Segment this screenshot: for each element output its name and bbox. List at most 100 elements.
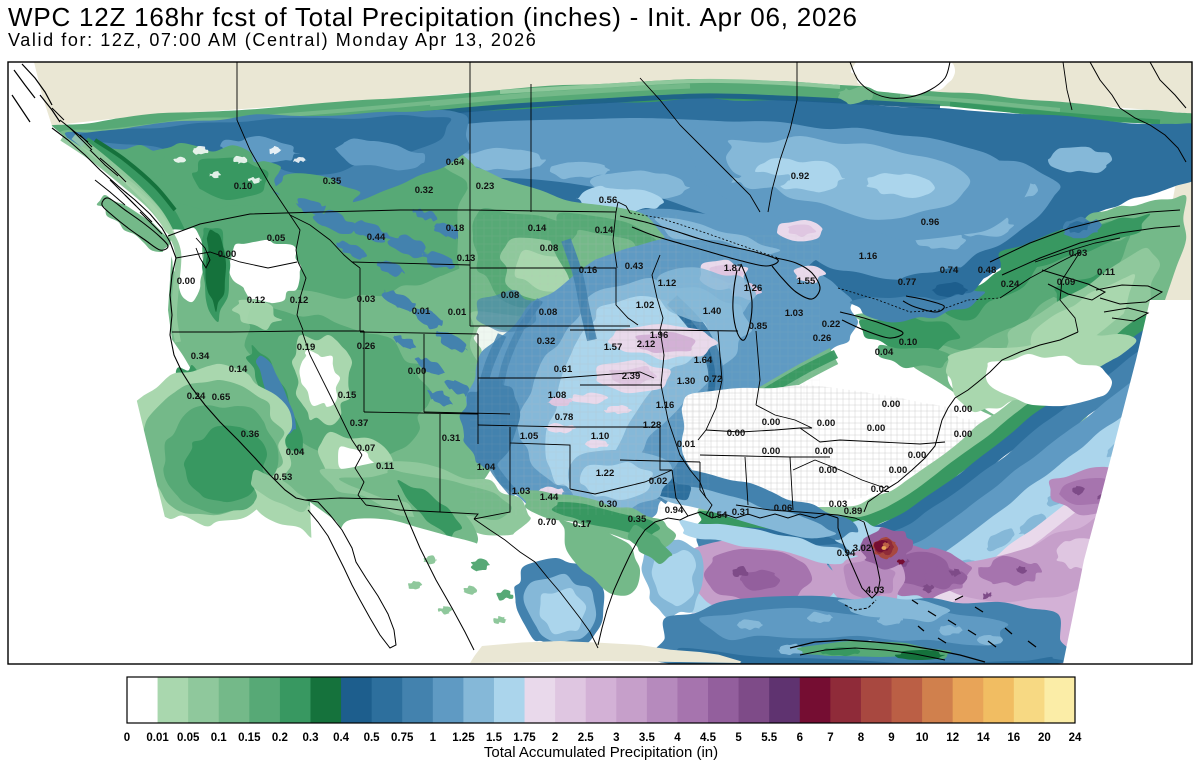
svg-text:0.02: 0.02 <box>649 476 668 487</box>
svg-text:0.11: 0.11 <box>1097 267 1116 278</box>
svg-text:3.5: 3.5 <box>639 732 656 744</box>
svg-text:0.4: 0.4 <box>333 732 350 744</box>
svg-text:0.23: 0.23 <box>476 181 495 192</box>
svg-text:0: 0 <box>124 732 130 744</box>
svg-text:0.43: 0.43 <box>625 261 644 272</box>
svg-text:1.55: 1.55 <box>797 276 816 287</box>
svg-text:0.00: 0.00 <box>727 428 746 439</box>
svg-text:0.00: 0.00 <box>815 446 834 457</box>
svg-text:0.5: 0.5 <box>364 732 381 744</box>
svg-text:2.12: 2.12 <box>637 339 656 350</box>
svg-text:2.5: 2.5 <box>578 732 595 744</box>
svg-text:0.96: 0.96 <box>921 217 940 228</box>
svg-text:0.14: 0.14 <box>595 225 614 236</box>
svg-text:4.03: 4.03 <box>866 585 885 596</box>
svg-text:0.12: 0.12 <box>290 295 309 306</box>
svg-text:1.02: 1.02 <box>636 300 655 311</box>
svg-text:0.35: 0.35 <box>323 176 342 187</box>
svg-text:0.56: 0.56 <box>599 195 618 206</box>
svg-text:0.00: 0.00 <box>954 404 973 415</box>
svg-text:16: 16 <box>1007 732 1020 744</box>
svg-text:12: 12 <box>946 732 959 744</box>
svg-text:0.01: 0.01 <box>146 732 169 744</box>
svg-text:0.3: 0.3 <box>303 732 319 744</box>
svg-text:0.35: 0.35 <box>628 514 647 525</box>
svg-text:0.08: 0.08 <box>540 243 559 254</box>
svg-text:14: 14 <box>977 732 990 744</box>
svg-text:0.48: 0.48 <box>978 265 997 276</box>
svg-text:0.00: 0.00 <box>177 276 196 287</box>
svg-text:0.01: 0.01 <box>448 307 467 318</box>
svg-text:0.19: 0.19 <box>297 342 316 353</box>
svg-text:0.09: 0.09 <box>1057 277 1076 288</box>
svg-text:0.14: 0.14 <box>229 364 248 375</box>
svg-text:1.03: 1.03 <box>785 308 804 319</box>
svg-text:0.92: 0.92 <box>791 171 810 182</box>
svg-text:1.75: 1.75 <box>513 732 536 744</box>
svg-text:0.00: 0.00 <box>889 465 908 476</box>
svg-text:0.31: 0.31 <box>732 507 751 518</box>
svg-text:0.64: 0.64 <box>446 157 465 168</box>
svg-text:0.53: 0.53 <box>274 472 293 483</box>
svg-text:0.00: 0.00 <box>908 450 927 461</box>
svg-text:0.08: 0.08 <box>501 290 520 301</box>
svg-text:0.10: 0.10 <box>234 181 253 192</box>
svg-text:0.37: 0.37 <box>350 418 369 429</box>
svg-text:0.2: 0.2 <box>272 732 288 744</box>
svg-text:0.85: 0.85 <box>749 321 768 332</box>
svg-text:0.34: 0.34 <box>191 351 210 362</box>
svg-text:0.22: 0.22 <box>822 319 841 330</box>
svg-text:1.16: 1.16 <box>859 251 878 262</box>
svg-text:1.30: 1.30 <box>677 376 696 387</box>
svg-text:0.05: 0.05 <box>177 732 200 744</box>
svg-text:0.01: 0.01 <box>677 439 696 450</box>
svg-text:1.25: 1.25 <box>452 732 475 744</box>
svg-text:3: 3 <box>613 732 619 744</box>
svg-text:1.05: 1.05 <box>520 431 539 442</box>
svg-text:1.16: 1.16 <box>656 400 675 411</box>
svg-text:0.75: 0.75 <box>391 732 414 744</box>
svg-text:0.11: 0.11 <box>376 461 395 472</box>
svg-text:0.94: 0.94 <box>837 548 856 559</box>
svg-text:1.10: 1.10 <box>591 431 610 442</box>
svg-text:0.31: 0.31 <box>442 433 461 444</box>
svg-text:1.12: 1.12 <box>658 278 677 289</box>
svg-text:0.00: 0.00 <box>408 366 427 377</box>
svg-text:0.32: 0.32 <box>537 336 556 347</box>
svg-text:0.00: 0.00 <box>882 399 901 410</box>
svg-text:0.30: 0.30 <box>599 499 618 510</box>
svg-text:6: 6 <box>797 732 803 744</box>
svg-text:20: 20 <box>1038 732 1051 744</box>
svg-text:8: 8 <box>858 732 865 744</box>
svg-text:0.03: 0.03 <box>357 294 376 305</box>
svg-text:0.00: 0.00 <box>867 423 886 434</box>
svg-text:5.5: 5.5 <box>761 732 778 744</box>
svg-text:0.02: 0.02 <box>871 484 890 495</box>
svg-text:1: 1 <box>430 732 437 744</box>
svg-text:0.01: 0.01 <box>412 306 431 317</box>
svg-text:0.00: 0.00 <box>819 465 838 476</box>
svg-text:2.39: 2.39 <box>622 371 641 382</box>
svg-text:0.72: 0.72 <box>704 374 723 385</box>
svg-text:0.07: 0.07 <box>357 443 376 454</box>
svg-text:1.22: 1.22 <box>596 468 615 479</box>
svg-text:0.00: 0.00 <box>954 429 973 440</box>
svg-text:0.04: 0.04 <box>286 447 305 458</box>
svg-text:0.74: 0.74 <box>940 265 959 276</box>
svg-text:4.5: 4.5 <box>700 732 717 744</box>
svg-text:0.61: 0.61 <box>554 364 573 375</box>
svg-text:2: 2 <box>552 732 558 744</box>
svg-text:0.94: 0.94 <box>665 505 684 516</box>
svg-text:0.16: 0.16 <box>579 265 598 276</box>
svg-text:1.28: 1.28 <box>643 420 662 431</box>
svg-text:0.13: 0.13 <box>457 253 476 264</box>
svg-text:1.64: 1.64 <box>694 355 713 366</box>
svg-text:0.32: 0.32 <box>415 185 434 196</box>
svg-text:0.26: 0.26 <box>357 341 376 352</box>
svg-text:1.08: 1.08 <box>548 390 567 401</box>
svg-text:0.77: 0.77 <box>898 277 917 288</box>
svg-text:0.00: 0.00 <box>762 446 781 457</box>
svg-text:1.44: 1.44 <box>540 492 559 503</box>
svg-text:1.57: 1.57 <box>604 342 623 353</box>
svg-text:5: 5 <box>735 732 742 744</box>
